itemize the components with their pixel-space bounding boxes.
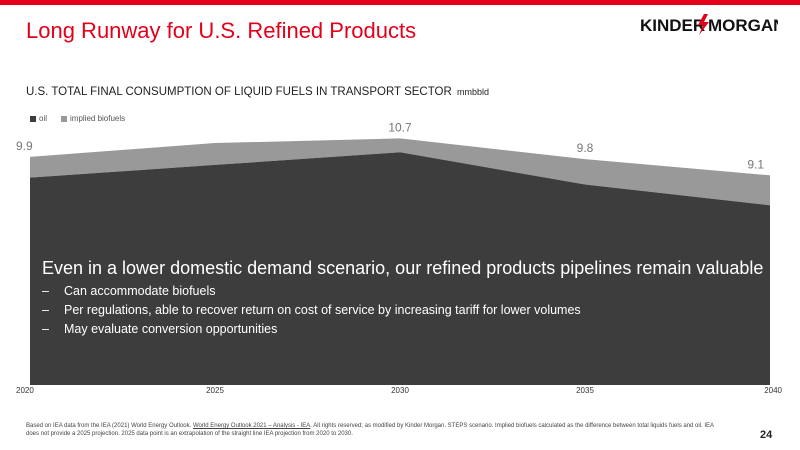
- page-number: 24: [760, 429, 773, 441]
- bullet-text: May evaluate conversion opportunities: [64, 322, 278, 336]
- kinder-morgan-logo: KINDER MORGAN: [640, 14, 778, 35]
- source-footnote: Based on IEA data from the IEA (2021) Wo…: [26, 423, 726, 439]
- chart-title: U.S. TOTAL FINAL CONSUMPTION OF LIQUID F…: [26, 86, 489, 98]
- legend-label-biofuels: implied biofuels: [70, 114, 126, 123]
- legend-item-oil: oil: [30, 114, 47, 123]
- area-chart: 9.9 10.7 9.8 9.1 2020 2025 2030 2035 2040: [16, 120, 783, 395]
- data-label: 9.8: [577, 141, 594, 155]
- overlay-bullet: – May evaluate conversion opportunities: [42, 322, 763, 336]
- footnote-text: . All rights reserved; as modified by Ki…: [26, 423, 714, 437]
- chart-overlay-text: Even in a lower domestic demand scenario…: [42, 258, 763, 341]
- overlay-bullet-list: – Can accommodate biofuels – Per regulatio…: [42, 284, 763, 336]
- bullet-text: Can accommodate biofuels: [64, 284, 216, 298]
- footnote-link[interactable]: World Energy Outlook 2021 – Analysis - I…: [193, 423, 311, 429]
- top-accent-bar: [0, 0, 800, 5]
- bullet-dash: –: [42, 284, 49, 298]
- legend-label-oil: oil: [39, 114, 48, 123]
- series-area-oil: [30, 152, 770, 385]
- slide-title: Long Runway for U.S. Refined Products: [26, 18, 417, 43]
- chart-unit: mmbbld: [457, 87, 490, 97]
- x-tick-label: 2030: [391, 386, 409, 395]
- legend-item-biofuels: implied biofuels: [61, 114, 125, 123]
- footnote-text: Based on IEA data from the IEA (2021) Wo…: [26, 423, 192, 429]
- chart-title-text: U.S. TOTAL FINAL CONSUMPTION OF LIQUID F…: [26, 86, 452, 98]
- logo-kinder-text: KINDER: [640, 16, 705, 35]
- data-label: 9.1: [747, 157, 764, 171]
- x-tick-label: 2035: [576, 386, 594, 395]
- chart-legend: oil implied biofuels: [30, 114, 125, 123]
- x-tick-label: 2020: [16, 386, 34, 395]
- series-area-implied-biofuels: [30, 138, 770, 206]
- x-tick-label: 2040: [764, 386, 782, 395]
- data-label: 9.9: [16, 139, 33, 153]
- overlay-bullet: – Per regulations, able to recover return…: [42, 303, 763, 317]
- data-label: 10.7: [388, 120, 412, 134]
- lightning-bolt-icon: [698, 14, 709, 35]
- logo-morgan-text: MORGAN: [708, 16, 778, 35]
- bullet-text: Per regulations, able to recover return …: [64, 303, 581, 317]
- x-tick-label: 2025: [206, 386, 224, 395]
- bullet-dash: –: [42, 322, 49, 336]
- legend-swatch-biofuels: [61, 115, 68, 122]
- legend-swatch-oil: [30, 115, 36, 122]
- overlay-bullet: – Can accommodate biofuels: [42, 284, 763, 298]
- bullet-dash: –: [42, 303, 49, 317]
- overlay-headline: Even in a lower domestic demand scenario…: [42, 258, 764, 278]
